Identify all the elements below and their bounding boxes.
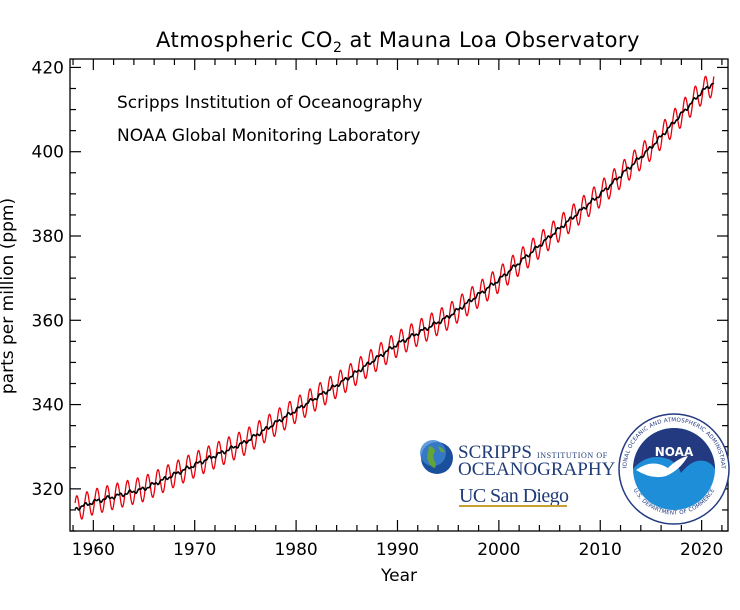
y-tick-label: 380 xyxy=(32,227,64,247)
scripps-institution-of: INSTITUTION OF xyxy=(537,451,608,460)
x-tick-label: 2020 xyxy=(680,540,723,560)
y-tick-label: 340 xyxy=(32,396,64,416)
x-tick-label: 2010 xyxy=(579,540,622,560)
annotation-scripps: Scripps Institution of Oceanography xyxy=(117,93,423,113)
y-tick-label: 400 xyxy=(32,143,64,163)
chart-title-main: Atmospheric CO xyxy=(156,28,333,52)
noaa-emblem: NATIONAL OCEANIC AND ATMOSPHERIC ADMINIS… xyxy=(0,0,730,525)
y-tick-label: 320 xyxy=(32,480,64,500)
scripps-line2: OCEANOGRAPHY xyxy=(458,459,616,480)
seagull-icon xyxy=(636,456,688,478)
scripps-logo: SCRIPPS INSTITUTION OF OCEANOGRAPHY xyxy=(420,440,616,480)
ucsd-logo: UC San Diego xyxy=(459,485,570,507)
y-tick-label: 420 xyxy=(32,58,64,78)
annotation-noaa: NOAA Global Monitoring Laboratory xyxy=(117,126,421,146)
x-tick-label: 1960 xyxy=(72,540,115,560)
axis-tick-labels: 1960 1970 1980 1990 2000 2010 2020 320 340 360 380… xyxy=(32,58,724,560)
noaa-wordmark: NOAA xyxy=(655,445,694,459)
noaa-ring-top: NATIONAL OCEANIC AND ATMOSPHERIC ADMINIS… xyxy=(0,0,725,470)
x-axis-label: Year xyxy=(380,566,417,586)
plot-frame xyxy=(69,58,729,532)
x-tick-label: 2000 xyxy=(477,540,520,560)
scripps-name: SCRIPPS xyxy=(458,442,532,463)
x-tick-label: 1990 xyxy=(376,540,419,560)
x-tick-label: 1970 xyxy=(173,540,216,560)
chart-title-subscript: 2 xyxy=(333,40,342,56)
noaa-ring-top-path: NATIONAL OCEANIC AND ATMOSPHERIC ADMINIS… xyxy=(0,0,725,470)
globe-icon xyxy=(420,440,453,474)
chart-title-suffix: at Mauna Loa Observatory xyxy=(342,28,640,52)
y-axis-label: parts per million (ppm) xyxy=(0,198,18,394)
series-monthly-mean-line xyxy=(74,75,715,520)
ucsd-underline xyxy=(459,505,567,507)
chart-title: Atmospheric CO2 at Mauna Loa Observatory xyxy=(156,28,640,56)
scripps-line1: SCRIPPS INSTITUTION OF xyxy=(458,442,608,463)
x-tick-label: 1980 xyxy=(274,540,317,560)
series-seasonally-corrected-line xyxy=(74,82,715,511)
ucsd-wordmark: UC San Diego xyxy=(459,485,569,507)
y-tick-label: 360 xyxy=(32,311,64,331)
